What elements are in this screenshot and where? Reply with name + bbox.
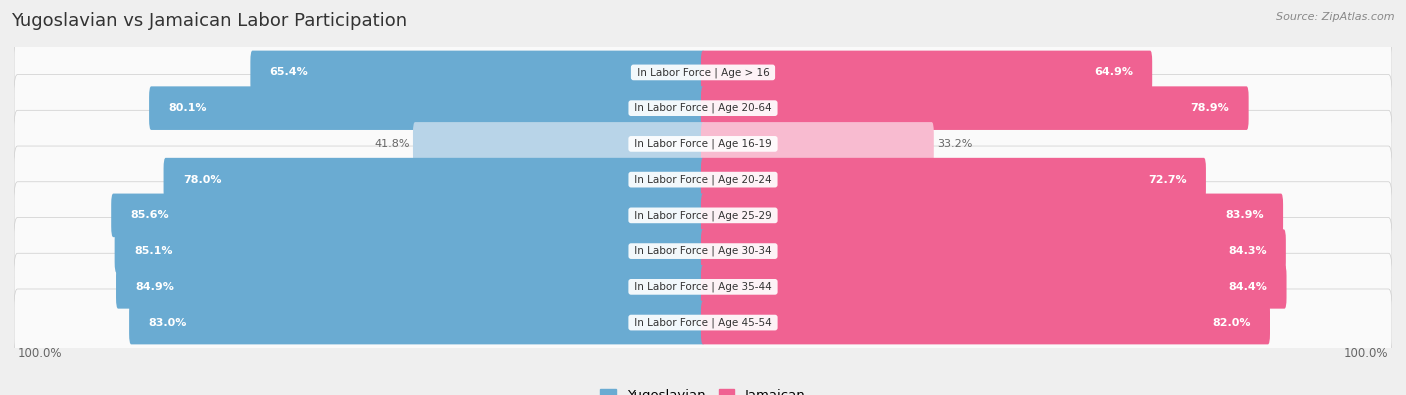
FancyBboxPatch shape <box>14 218 1392 285</box>
Text: 83.9%: 83.9% <box>1225 211 1264 220</box>
FancyBboxPatch shape <box>129 301 704 344</box>
Text: Source: ZipAtlas.com: Source: ZipAtlas.com <box>1277 12 1395 22</box>
Text: In Labor Force | Age 45-54: In Labor Force | Age 45-54 <box>631 317 775 328</box>
Text: 85.1%: 85.1% <box>134 246 173 256</box>
FancyBboxPatch shape <box>702 158 1206 201</box>
Text: 65.4%: 65.4% <box>270 68 308 77</box>
Text: 84.3%: 84.3% <box>1227 246 1267 256</box>
FancyBboxPatch shape <box>14 253 1392 320</box>
Text: 80.1%: 80.1% <box>169 103 207 113</box>
FancyBboxPatch shape <box>250 51 704 94</box>
FancyBboxPatch shape <box>14 289 1392 356</box>
Text: In Labor Force | Age 20-64: In Labor Force | Age 20-64 <box>631 103 775 113</box>
Text: 33.2%: 33.2% <box>938 139 973 149</box>
FancyBboxPatch shape <box>702 229 1286 273</box>
Text: 82.0%: 82.0% <box>1212 318 1251 327</box>
FancyBboxPatch shape <box>702 51 1152 94</box>
FancyBboxPatch shape <box>14 182 1392 249</box>
FancyBboxPatch shape <box>111 194 704 237</box>
Text: In Labor Force | Age 25-29: In Labor Force | Age 25-29 <box>631 210 775 221</box>
FancyBboxPatch shape <box>14 146 1392 213</box>
Text: Yugoslavian vs Jamaican Labor Participation: Yugoslavian vs Jamaican Labor Participat… <box>11 12 408 30</box>
Text: 100.0%: 100.0% <box>1344 347 1389 360</box>
Text: In Labor Force | Age 35-44: In Labor Force | Age 35-44 <box>631 282 775 292</box>
FancyBboxPatch shape <box>702 122 934 166</box>
FancyBboxPatch shape <box>117 265 704 308</box>
FancyBboxPatch shape <box>702 265 1286 308</box>
FancyBboxPatch shape <box>149 87 704 130</box>
FancyBboxPatch shape <box>702 194 1284 237</box>
Text: In Labor Force | Age 30-34: In Labor Force | Age 30-34 <box>631 246 775 256</box>
Legend: Yugoslavian, Jamaican: Yugoslavian, Jamaican <box>595 384 811 395</box>
Text: 83.0%: 83.0% <box>149 318 187 327</box>
Text: 41.8%: 41.8% <box>374 139 409 149</box>
Text: 84.9%: 84.9% <box>135 282 174 292</box>
Text: 78.0%: 78.0% <box>183 175 221 184</box>
Text: In Labor Force | Age 16-19: In Labor Force | Age 16-19 <box>631 139 775 149</box>
Text: 84.4%: 84.4% <box>1229 282 1267 292</box>
Text: In Labor Force | Age > 16: In Labor Force | Age > 16 <box>634 67 772 78</box>
Text: 85.6%: 85.6% <box>131 211 169 220</box>
Text: 64.9%: 64.9% <box>1094 68 1133 77</box>
FancyBboxPatch shape <box>163 158 704 201</box>
FancyBboxPatch shape <box>14 110 1392 177</box>
Text: In Labor Force | Age 20-24: In Labor Force | Age 20-24 <box>631 174 775 185</box>
FancyBboxPatch shape <box>14 75 1392 142</box>
FancyBboxPatch shape <box>14 39 1392 106</box>
Text: 78.9%: 78.9% <box>1191 103 1229 113</box>
FancyBboxPatch shape <box>115 229 704 273</box>
FancyBboxPatch shape <box>702 301 1270 344</box>
Text: 100.0%: 100.0% <box>17 347 62 360</box>
Text: 72.7%: 72.7% <box>1149 175 1187 184</box>
FancyBboxPatch shape <box>702 87 1249 130</box>
FancyBboxPatch shape <box>413 122 704 166</box>
